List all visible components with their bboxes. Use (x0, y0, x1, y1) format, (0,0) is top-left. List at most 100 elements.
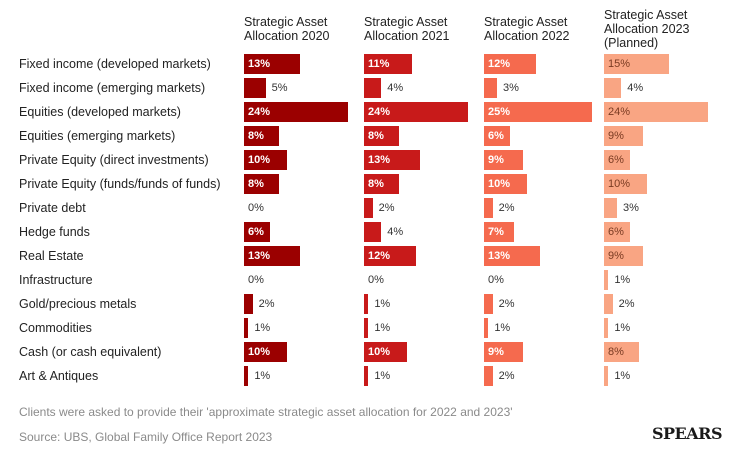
bar (484, 174, 528, 194)
data-label: 2% (378, 202, 395, 214)
data-label: 2% (618, 298, 635, 310)
bar (604, 102, 708, 122)
bar (244, 126, 279, 146)
data-label: 1% (614, 274, 631, 286)
bar (484, 366, 493, 386)
data-label: 25% (488, 106, 511, 118)
series-header: Strategic Asset Allocation 2020 (244, 15, 330, 43)
data-label: 4% (627, 82, 644, 94)
category-label: Infrastructure (19, 273, 93, 287)
bar (484, 318, 489, 338)
category-label: Private Equity (direct investments) (19, 153, 209, 167)
data-label: 8% (608, 346, 624, 358)
bar (364, 342, 408, 362)
data-label: 4% (387, 226, 404, 238)
bar (364, 174, 399, 194)
bar (604, 150, 630, 170)
data-label: 9% (608, 250, 624, 262)
bar (484, 222, 515, 242)
data-label: 24% (368, 106, 391, 118)
data-label: 13% (368, 154, 391, 166)
data-label: 2% (498, 370, 515, 382)
bar (364, 198, 373, 218)
bar (244, 294, 253, 314)
data-label: 10% (488, 178, 511, 190)
bar (604, 174, 648, 194)
data-label: 1% (614, 370, 631, 382)
data-label: 6% (248, 226, 264, 238)
data-label: 9% (488, 154, 504, 166)
data-label: 8% (368, 130, 384, 142)
bar (364, 150, 421, 170)
data-label: 10% (248, 154, 271, 166)
bar (604, 366, 609, 386)
data-label: 3% (502, 82, 519, 94)
footnote-note: Clients were asked to provide their 'app… (19, 405, 513, 419)
bar (484, 78, 497, 98)
bar (484, 294, 493, 314)
data-label: 1% (614, 322, 631, 334)
data-label: 2% (498, 202, 515, 214)
bar (604, 198, 617, 218)
bar (604, 318, 609, 338)
series-header: Strategic Asset Allocation 2022 (484, 15, 570, 43)
category-label: Hedge funds (19, 225, 90, 239)
bar (604, 294, 613, 314)
data-label: 0% (488, 274, 504, 286)
bar (364, 54, 412, 74)
bar (244, 174, 279, 194)
category-label: Equities (emerging markets) (19, 129, 176, 143)
data-label: 13% (488, 250, 511, 262)
footnote-source: Source: UBS, Global Family Office Report… (19, 430, 273, 444)
data-label: 1% (374, 370, 391, 382)
data-label: 24% (248, 106, 271, 118)
bar (364, 126, 399, 146)
bar (244, 102, 348, 122)
data-label: 6% (608, 154, 624, 166)
data-label: 8% (248, 178, 264, 190)
category-label: Gold/precious metals (19, 297, 137, 311)
category-label: Real Estate (19, 249, 84, 263)
bar (604, 246, 643, 266)
bar (364, 366, 369, 386)
bar (484, 198, 493, 218)
data-label: 7% (488, 226, 504, 238)
data-label: 0% (248, 202, 264, 214)
bar (364, 222, 382, 242)
bar (604, 222, 630, 242)
bar (604, 270, 609, 290)
bar (244, 246, 301, 266)
data-label: 10% (248, 346, 271, 358)
category-label: Private Equity (funds/funds of funds) (19, 177, 221, 191)
bar (484, 150, 523, 170)
data-label: 12% (488, 58, 511, 70)
data-label: 4% (387, 82, 404, 94)
data-label: 1% (254, 370, 271, 382)
bar (244, 366, 249, 386)
category-label: Equities (developed markets) (19, 105, 181, 119)
bar (364, 78, 382, 98)
category-label: Cash (or cash equivalent) (19, 345, 162, 359)
data-label: 9% (608, 130, 624, 142)
category-label: Commodities (19, 321, 92, 335)
data-label: 13% (248, 250, 271, 262)
data-label: 12% (368, 250, 391, 262)
bar (484, 246, 541, 266)
data-label: 1% (374, 298, 391, 310)
data-label: 24% (608, 106, 631, 118)
data-label: 10% (368, 346, 391, 358)
data-label: 5% (271, 82, 288, 94)
bar (244, 222, 270, 242)
bar (484, 102, 592, 122)
bar (364, 246, 416, 266)
bar (244, 318, 249, 338)
series-header: Strategic Asset Allocation 2023 (Planned… (604, 8, 690, 50)
data-label: 8% (248, 130, 264, 142)
bar (364, 318, 369, 338)
category-label: Fixed income (emerging markets) (19, 81, 206, 95)
data-label: 1% (374, 322, 391, 334)
data-label: 10% (608, 178, 631, 190)
data-label: 11% (368, 58, 390, 70)
category-label: Fixed income (developed markets) (19, 57, 211, 71)
